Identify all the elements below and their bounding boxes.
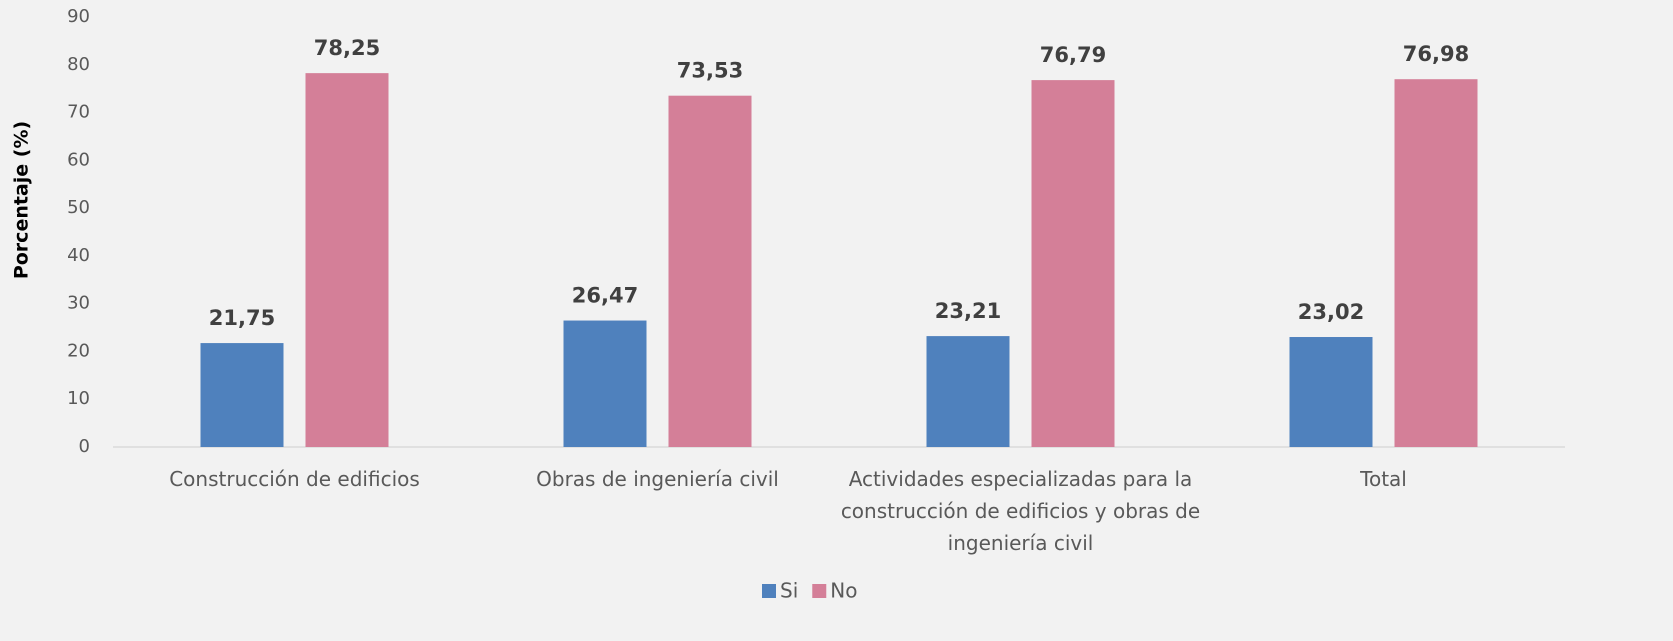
bar xyxy=(305,73,389,447)
y-tick-label: 90 xyxy=(67,6,90,27)
y-tick-label: 50 xyxy=(67,197,90,218)
data-label: 23,02 xyxy=(1298,300,1364,324)
bar xyxy=(1031,80,1115,447)
bar xyxy=(1394,79,1478,447)
x-tick-label: Construcción de edificios xyxy=(169,467,420,491)
bar xyxy=(200,343,284,447)
data-label: 26,47 xyxy=(572,284,638,308)
y-axis-title: Porcentaje (%) xyxy=(11,121,33,279)
data-label: 21,75 xyxy=(209,306,275,330)
x-tick-label: Obras de ingeniería civil xyxy=(536,467,779,491)
y-tick-label: 60 xyxy=(67,149,90,170)
x-tick-label: Actividades especializadas para la const… xyxy=(840,467,1201,555)
y-tick-label: 20 xyxy=(67,340,90,361)
bar xyxy=(668,95,752,447)
y-tick-label: 10 xyxy=(67,388,90,409)
y-tick-label: 80 xyxy=(67,54,90,75)
data-label: 76,79 xyxy=(1040,43,1106,67)
y-tick-label: 70 xyxy=(67,102,90,123)
data-label: 73,53 xyxy=(677,59,743,83)
legend-label: No xyxy=(830,579,857,603)
data-label: 78,25 xyxy=(314,36,380,60)
legend-swatch xyxy=(762,584,776,598)
legend-label: Si xyxy=(780,579,798,603)
legend-swatch xyxy=(812,584,827,598)
bar xyxy=(563,320,647,447)
y-tick-label: 0 xyxy=(79,436,90,457)
bar xyxy=(1289,337,1373,447)
y-tick-label: 40 xyxy=(67,245,90,266)
bar xyxy=(926,336,1010,447)
y-tick-label: 30 xyxy=(67,293,90,314)
x-tick-label: Total xyxy=(1360,467,1407,491)
data-label: 76,98 xyxy=(1403,42,1469,66)
data-label: 23,21 xyxy=(935,299,1001,323)
